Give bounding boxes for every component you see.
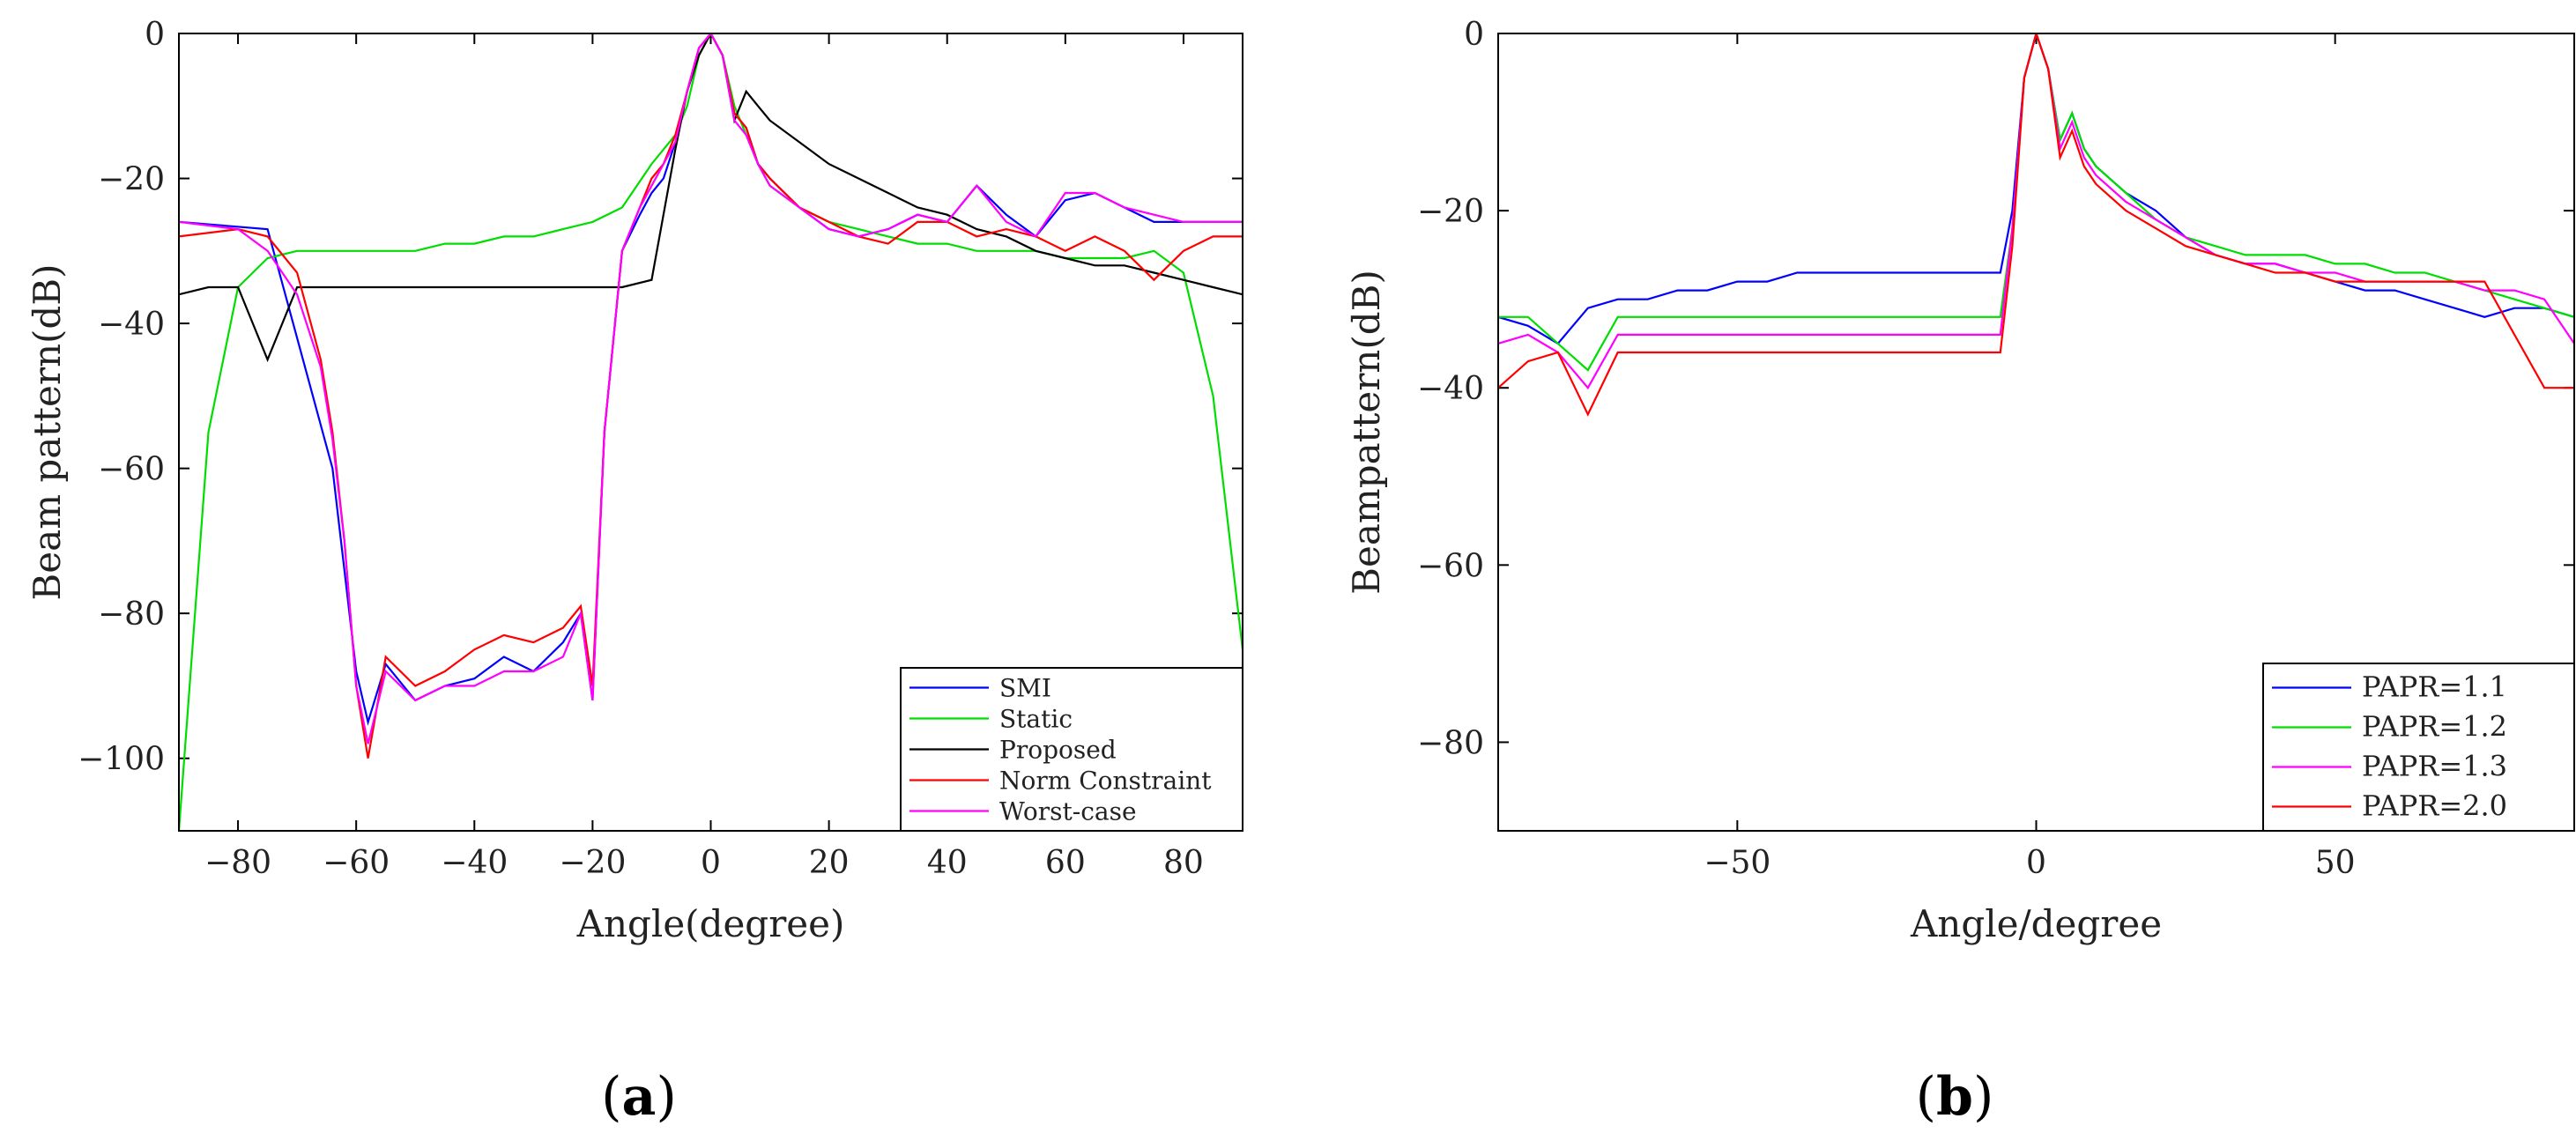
legend-entry: Norm Constraint bbox=[999, 767, 1212, 796]
y-tick-label: −60 bbox=[1417, 548, 1484, 584]
chart-b-x-axis-label: Angle/degree bbox=[1910, 902, 2162, 945]
chart-b-legend: PAPR=1.1 PAPR=1.2 PAPR=1.3 PAPR=2.0 bbox=[2262, 663, 2575, 832]
y-tick-label: −60 bbox=[98, 452, 165, 488]
series-line-smi bbox=[179, 33, 1243, 726]
x-tick-label: 0 bbox=[2026, 845, 2046, 881]
chart-b-series bbox=[1498, 33, 2574, 417]
chart-a-plot-frame bbox=[178, 33, 1243, 832]
legend-entry: Worst-case bbox=[999, 797, 1137, 826]
x-tick-label: 20 bbox=[809, 845, 850, 881]
chart-b-ticks: −50 0 50 0 −20 −40 −60 −80 bbox=[1417, 17, 2574, 881]
legend-entry: PAPR=1.3 bbox=[2362, 750, 2507, 783]
y-tick-label: −40 bbox=[98, 307, 165, 343]
legend-entry: PAPR=2.0 bbox=[2362, 789, 2507, 823]
chart-b-plot-frame bbox=[1497, 33, 2575, 832]
chart-b: −50 0 50 0 −20 −40 −60 −80 Angle/degree Beampat… bbox=[1345, 17, 2575, 1128]
chart-b-panel-letter: b bbox=[1936, 1066, 1973, 1128]
y-tick-label: −40 bbox=[1417, 371, 1484, 407]
legend-entry: Proposed bbox=[999, 736, 1117, 765]
chart-b-panel-label: (b) bbox=[1916, 1066, 1994, 1128]
x-tick-label: 60 bbox=[1045, 845, 1086, 881]
x-tick-label: 50 bbox=[2315, 845, 2356, 881]
x-tick-label: 0 bbox=[701, 845, 721, 881]
chart-a-y-axis-label: Beam pattern(dB) bbox=[26, 263, 69, 600]
x-tick-label: 80 bbox=[1163, 845, 1204, 881]
series-line-papr-2-0 bbox=[1498, 33, 2574, 417]
chart-a-ticks: −80 −60 −40 −20 0 20 40 60 80 0 −20 −40 −60 −80 −100 bbox=[78, 17, 1243, 881]
y-tick-label: −100 bbox=[78, 742, 165, 778]
chart-b-y-axis-label: Beampattern(dB) bbox=[1345, 270, 1388, 595]
legend-entry: SMI bbox=[999, 674, 1051, 703]
chart-a-x-axis-label: Angle(degree) bbox=[576, 902, 845, 945]
legend-entry: PAPR=1.2 bbox=[2362, 710, 2507, 744]
series-line-worst-case bbox=[179, 33, 1243, 744]
chart-a-panel-label: (a) bbox=[601, 1066, 677, 1128]
y-tick-label: 0 bbox=[1464, 17, 1484, 53]
legend-entry: PAPR=1.1 bbox=[2362, 670, 2507, 704]
x-tick-label: −20 bbox=[559, 845, 626, 881]
x-tick-label: −40 bbox=[441, 845, 508, 881]
chart-a: −80 −60 −40 −20 0 20 40 60 80 0 −20 −40 −60 −80 −100 A… bbox=[26, 17, 1243, 1128]
y-tick-label: −20 bbox=[1417, 194, 1484, 230]
chart-a-panel-letter: a bbox=[622, 1066, 657, 1128]
legend-entry: Static bbox=[999, 705, 1073, 734]
x-tick-label: 40 bbox=[927, 845, 968, 881]
chart-a-series bbox=[179, 33, 1243, 831]
series-line-papr-1-3 bbox=[1498, 33, 2574, 390]
y-tick-label: −80 bbox=[1417, 725, 1484, 761]
x-tick-label: −80 bbox=[204, 845, 271, 881]
series-line-papr-1-2 bbox=[1498, 33, 2574, 372]
legend-box bbox=[2262, 663, 2575, 832]
x-tick-label: −60 bbox=[323, 845, 390, 881]
y-tick-label: −80 bbox=[98, 596, 165, 633]
series-line-papr-1-1 bbox=[1498, 33, 2574, 345]
x-tick-label: −50 bbox=[1704, 845, 1771, 881]
series-line-norm-constraint bbox=[179, 33, 1243, 759]
y-tick-label: 0 bbox=[145, 17, 165, 53]
y-tick-label: −20 bbox=[98, 162, 165, 198]
